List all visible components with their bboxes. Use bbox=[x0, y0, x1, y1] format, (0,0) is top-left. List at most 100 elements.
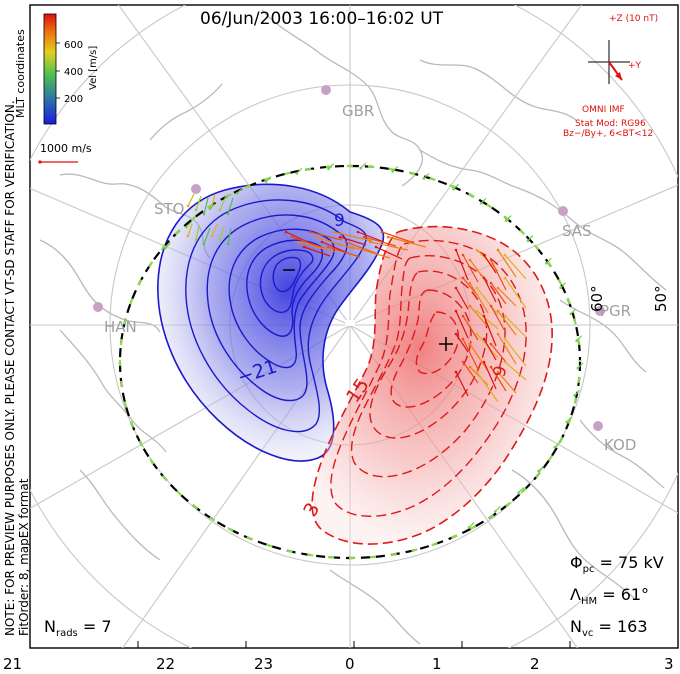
vector-origin bbox=[264, 180, 268, 183]
velocity-vector bbox=[455, 310, 469, 339]
velocity-vector bbox=[469, 366, 489, 386]
vector-origin bbox=[503, 253, 507, 257]
velocity-vector bbox=[504, 315, 527, 338]
velocity-vector bbox=[455, 249, 469, 281]
vector-origin bbox=[314, 235, 318, 239]
vector-origin bbox=[186, 204, 190, 208]
vector-origin bbox=[482, 360, 486, 364]
velocity-vector bbox=[315, 236, 355, 250]
vector-origin bbox=[235, 192, 239, 195]
velocity-vector bbox=[462, 254, 479, 283]
imf-header: +Z (10 nT) bbox=[609, 14, 658, 24]
velocity-vector bbox=[455, 287, 469, 310]
vector-origin bbox=[494, 510, 497, 513]
velocity-vector bbox=[227, 197, 234, 215]
vector-origin bbox=[218, 208, 222, 212]
color-bar bbox=[43, 13, 57, 125]
velocity-vector bbox=[476, 287, 499, 316]
vector-origin bbox=[565, 420, 569, 424]
vector-origin bbox=[573, 394, 576, 397]
vector-origin bbox=[489, 342, 493, 346]
vector-origin bbox=[208, 207, 212, 211]
station-sas: SAS bbox=[562, 222, 592, 240]
coord-label: MLT coordinates bbox=[14, 29, 27, 118]
vector-origin bbox=[575, 339, 578, 343]
velocity-vector bbox=[195, 195, 202, 211]
mlt-label-22: 22 bbox=[156, 655, 176, 673]
vector-origin bbox=[496, 248, 500, 252]
vector-origin bbox=[350, 245, 354, 249]
vector-origin bbox=[461, 253, 465, 257]
stat-n-rads: Nrads = 7 bbox=[44, 617, 112, 640]
vector-origin bbox=[504, 219, 508, 222]
vector-origin bbox=[503, 360, 507, 364]
vector-origin bbox=[475, 370, 479, 374]
velocity-vector bbox=[297, 241, 337, 253]
vector-origin bbox=[475, 309, 479, 313]
vector-origin bbox=[386, 235, 390, 239]
vector-origin bbox=[454, 309, 458, 313]
velocity-vector bbox=[476, 310, 499, 330]
velocity-vector bbox=[455, 333, 469, 353]
vector-origin bbox=[452, 187, 455, 191]
station-kod: KOD bbox=[604, 436, 636, 454]
velocity-vector bbox=[497, 371, 517, 394]
vector-origin bbox=[356, 230, 360, 234]
vector-origin bbox=[296, 240, 300, 244]
vector-origin bbox=[461, 314, 465, 318]
imf-dial bbox=[588, 40, 630, 84]
vector-origin bbox=[454, 370, 458, 374]
velocity-vector bbox=[469, 305, 489, 328]
velocity-vector bbox=[504, 277, 527, 309]
vector-origin bbox=[526, 239, 530, 243]
hm-boundary bbox=[118, 164, 582, 560]
colorbar-tick-600: 600 bbox=[64, 40, 83, 51]
colorbar-tick-400: 400 bbox=[64, 67, 83, 78]
vector-scale-label: 1000 m/s bbox=[40, 142, 92, 155]
imf-y-label: +Y bbox=[628, 61, 642, 71]
velocity-vector bbox=[504, 361, 527, 381]
velocity-vector bbox=[462, 361, 479, 384]
preview-note: NOTE: FOR PREVIEW PURPOSES ONLY. PLEASE … bbox=[3, 100, 17, 636]
mlt-label-21: 21 bbox=[3, 655, 23, 673]
velocity-vector bbox=[187, 223, 193, 237]
velocity-vector bbox=[381, 231, 415, 244]
vector-origin bbox=[482, 253, 486, 257]
velocity-vector bbox=[219, 195, 227, 211]
vector-origin bbox=[359, 166, 363, 170]
vector-origin bbox=[496, 309, 500, 313]
stat-phi-pc: Φpc = 75 kV bbox=[570, 553, 664, 576]
vector-origin bbox=[290, 235, 294, 239]
vector-origin bbox=[194, 208, 198, 212]
vector-origin bbox=[344, 240, 348, 244]
velocity-vector bbox=[351, 246, 391, 259]
station-markers bbox=[93, 85, 605, 431]
velocity-vector bbox=[291, 236, 325, 249]
vector-origin bbox=[454, 332, 458, 336]
velocity-vector bbox=[303, 246, 331, 257]
velocity-vector bbox=[327, 246, 361, 258]
vector-origin bbox=[468, 304, 472, 308]
velocity-vector bbox=[476, 371, 499, 403]
vector-origin bbox=[368, 240, 372, 244]
velocity-vector bbox=[490, 366, 507, 392]
mlt-label-1: 1 bbox=[432, 655, 442, 673]
vector-origin bbox=[302, 245, 306, 249]
velocity-vector bbox=[309, 231, 343, 241]
vector-origin bbox=[489, 304, 493, 308]
velocity-vector bbox=[219, 225, 225, 241]
vector-origin bbox=[489, 281, 493, 285]
velocity-vector bbox=[483, 277, 497, 303]
vector-origin bbox=[326, 245, 330, 249]
pole-gap bbox=[345, 320, 355, 326]
velocity-vector bbox=[369, 241, 409, 251]
station-sto: STO bbox=[154, 200, 185, 218]
contour-label-9: 9 bbox=[334, 211, 345, 231]
velocity-vector bbox=[345, 241, 379, 255]
vector-origin bbox=[468, 342, 472, 346]
vector-origin bbox=[454, 286, 458, 290]
velocity-vector bbox=[497, 333, 517, 365]
vector-origin bbox=[184, 225, 188, 229]
velocity-vector bbox=[321, 241, 349, 254]
